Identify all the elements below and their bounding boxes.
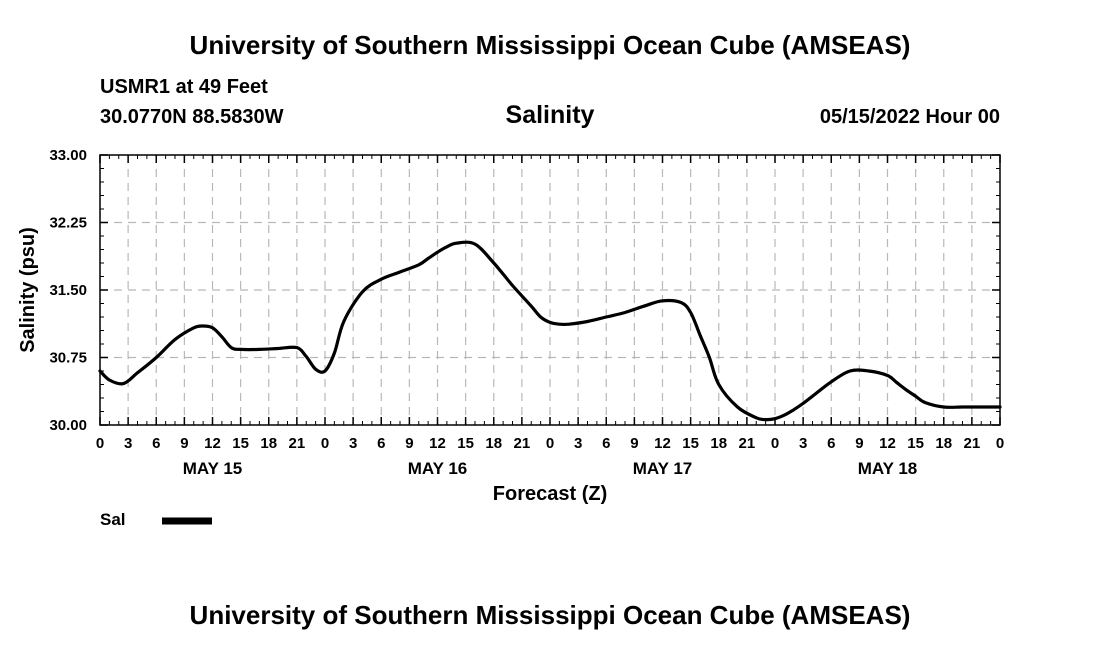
x-tick-label: 6: [827, 435, 835, 452]
day-label: MAY 16: [408, 459, 468, 478]
x-tick-label: 15: [907, 435, 924, 452]
day-label: MAY 17: [633, 459, 693, 478]
x-tick-label: 12: [879, 435, 896, 452]
x-tick-label: 15: [682, 435, 699, 452]
x-tick-label: 6: [152, 435, 160, 452]
x-tick-label: 15: [232, 435, 249, 452]
station-label: USMR1 at 49 Feet: [100, 76, 268, 98]
x-tick-label: 12: [654, 435, 671, 452]
day-labels: MAY 15 MAY 16 MAY 17 MAY 18: [183, 459, 918, 478]
y-axis-tick-labels: 30.00 30.75 31.50 32.25 33.00: [49, 147, 87, 434]
x-tick-label: 12: [429, 435, 446, 452]
x-tick-label: 21: [289, 435, 306, 452]
x-tick-label: 3: [799, 435, 807, 452]
x-axis-title: Forecast (Z): [493, 483, 607, 505]
x-tick-label: 18: [485, 435, 502, 452]
x-tick-label: 18: [260, 435, 277, 452]
x-tick-label: 9: [405, 435, 413, 452]
x-tick-label: 6: [377, 435, 385, 452]
x-tick-label: 9: [855, 435, 863, 452]
day-label: MAY 15: [183, 459, 243, 478]
variable-title: Salinity: [505, 101, 595, 129]
grid-lines: [100, 155, 1000, 425]
x-tick-label: 6: [602, 435, 610, 452]
x-tick-label: 0: [96, 435, 104, 452]
legend-label: Sal: [100, 510, 126, 529]
x-tick-label: 21: [739, 435, 756, 452]
x-tick-label: 0: [996, 435, 1004, 452]
y-tick-label: 33.00: [49, 147, 87, 164]
forecast-datetime: 05/15/2022 Hour 00: [819, 106, 1000, 128]
y-tick-label: 31.50: [49, 282, 87, 299]
station-coords: 30.0770N 88.5830W: [100, 106, 284, 128]
series-line-sal: [98, 240, 1002, 422]
x-tick-label: 21: [964, 435, 981, 452]
x-tick-label: 3: [574, 435, 582, 452]
x-tick-label: 18: [935, 435, 952, 452]
x-tick-label: 3: [349, 435, 357, 452]
x-tick-label: 18: [710, 435, 727, 452]
x-tick-label: 0: [546, 435, 554, 452]
x-tick-label: 0: [771, 435, 779, 452]
x-tick-label: 3: [124, 435, 132, 452]
x-tick-label: 15: [457, 435, 474, 452]
x-tick-label: 9: [180, 435, 188, 452]
y-axis-title: Salinity (psu): [17, 227, 39, 353]
day-label: MAY 18: [858, 459, 918, 478]
y-tick-label: 30.00: [49, 417, 87, 434]
footer-title: University of Southern Mississippi Ocean…: [189, 600, 911, 630]
axis-ticks: [99, 154, 1001, 426]
x-tick-label: 9: [630, 435, 638, 452]
y-tick-label: 32.25: [49, 215, 87, 232]
x-axis-tick-labels: 0 3 6 9 12 15 18 21 0 3 6 9 12 15 18 21 0 3 6 9 12 15 18 21 0 3 6 9…: [96, 435, 1004, 452]
page-title: University of Southern Mississippi Ocean…: [189, 30, 911, 60]
x-tick-label: 0: [321, 435, 329, 452]
y-tick-label: 30.75: [49, 350, 87, 367]
x-tick-label: 21: [514, 435, 531, 452]
x-tick-label: 12: [204, 435, 221, 452]
